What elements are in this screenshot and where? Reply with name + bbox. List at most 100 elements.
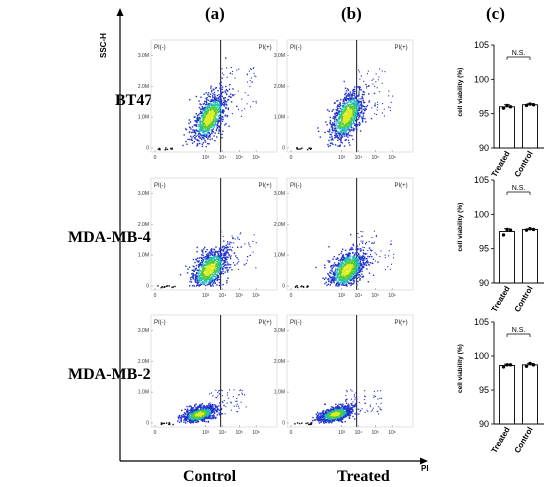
flow-point xyxy=(333,124,335,126)
flow-point xyxy=(333,117,335,119)
flow-point xyxy=(196,257,199,259)
flow-point xyxy=(198,412,201,414)
flow-point xyxy=(236,257,238,259)
flow-point xyxy=(205,125,208,127)
flow-point xyxy=(354,277,356,279)
flow-point xyxy=(339,127,341,129)
flow-point xyxy=(216,274,219,277)
flow-point xyxy=(327,412,330,415)
flow-x-tick-label: 10⁵ xyxy=(235,155,243,161)
flow-point xyxy=(359,114,361,116)
flow-x-tick-label: 0 xyxy=(290,155,293,161)
flow-point xyxy=(328,131,330,133)
flow-point xyxy=(374,113,376,115)
flow-point xyxy=(347,252,350,254)
flow-point xyxy=(205,107,208,109)
flow-point xyxy=(298,148,300,150)
flow-point xyxy=(335,264,337,266)
flow-point xyxy=(354,260,356,262)
flow-point xyxy=(200,406,202,408)
flow-point xyxy=(209,126,212,129)
flow-point xyxy=(350,105,352,108)
flow-point xyxy=(329,116,332,119)
flow-point xyxy=(209,136,211,138)
flow-point xyxy=(327,145,330,148)
flow-point xyxy=(217,97,219,99)
flow-point xyxy=(225,406,227,408)
flow-point xyxy=(216,94,219,97)
flow-point xyxy=(372,274,375,277)
flow-point xyxy=(225,93,228,95)
flow-point xyxy=(241,392,243,394)
flow-point xyxy=(346,253,348,256)
flow-point xyxy=(357,255,359,257)
flow-point xyxy=(221,95,223,98)
flow-point xyxy=(218,125,221,128)
flow-point xyxy=(218,102,221,104)
flow-point xyxy=(357,264,360,266)
flow-point xyxy=(193,415,195,418)
flow-point xyxy=(348,118,351,121)
flow-point xyxy=(350,265,353,268)
flow-point xyxy=(237,238,239,240)
flow-point xyxy=(360,264,362,267)
flow-point xyxy=(204,277,206,280)
flow-point xyxy=(358,94,360,97)
flow-point xyxy=(234,77,236,79)
flow-point xyxy=(211,273,214,275)
flow-point xyxy=(217,266,219,268)
flow-point xyxy=(220,264,223,266)
flow-point xyxy=(335,268,337,270)
flow-point xyxy=(353,269,356,271)
flow-point xyxy=(232,237,234,239)
flow-point xyxy=(362,249,364,251)
flow-point xyxy=(375,253,378,256)
flow-point xyxy=(342,105,344,107)
flow-point xyxy=(201,114,203,117)
flow-point xyxy=(189,405,191,407)
flow-point xyxy=(192,276,195,279)
flow-point xyxy=(217,254,219,256)
flow-point xyxy=(247,94,249,96)
flow-point xyxy=(189,126,191,129)
flow-point xyxy=(195,403,197,405)
flow-point xyxy=(330,126,333,128)
flow-point xyxy=(214,273,217,275)
flow-point xyxy=(174,285,176,288)
flow-point xyxy=(213,126,215,128)
flow-point xyxy=(389,243,392,245)
flow-point xyxy=(331,131,333,134)
flow-point xyxy=(209,406,212,409)
flow-point xyxy=(215,416,217,419)
flow-point xyxy=(160,286,162,289)
flow-point xyxy=(238,407,240,409)
flow-point xyxy=(357,102,360,104)
flow-point xyxy=(207,420,210,423)
flow-point xyxy=(189,277,192,279)
flow-point xyxy=(222,104,224,106)
flow-point xyxy=(221,137,223,139)
flow-point xyxy=(199,270,201,272)
flow-point xyxy=(346,258,348,261)
flow-point xyxy=(207,255,209,258)
flow-point xyxy=(240,246,242,248)
flow-point xyxy=(218,390,220,392)
flow-point xyxy=(204,123,206,126)
flow-point xyxy=(343,282,345,284)
flow-point xyxy=(219,84,221,86)
flow-point xyxy=(214,260,217,262)
flow-point xyxy=(215,263,218,266)
flow-point xyxy=(332,266,334,268)
flow-point xyxy=(226,258,228,260)
flow-point xyxy=(200,263,203,266)
flow-point xyxy=(315,266,317,269)
flow-point xyxy=(201,137,203,139)
flow-point xyxy=(210,411,212,414)
flow-point xyxy=(352,101,354,104)
flow-point xyxy=(371,262,374,265)
flow-point xyxy=(209,118,211,121)
flow-point xyxy=(332,143,334,146)
flow-point xyxy=(211,124,213,126)
flow-point xyxy=(339,266,341,268)
